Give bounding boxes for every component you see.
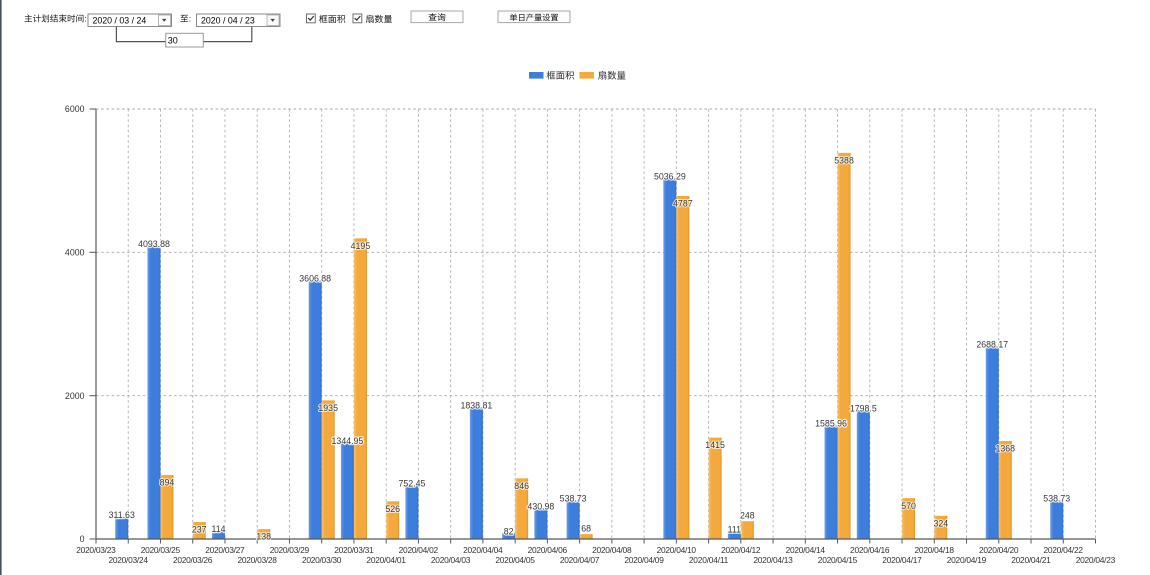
svg-text:894: 894 [160,478,175,488]
svg-text:2020/04/05: 2020/04/05 [495,555,535,565]
svg-text:1935: 1935 [318,403,338,413]
svg-text:3606.88: 3606.88 [299,274,331,284]
svg-text:2020/04/02: 2020/04/02 [399,545,439,555]
svg-text:2020/04/10: 2020/04/10 [657,545,697,555]
svg-text:2020/03/24: 2020/03/24 [108,555,148,565]
svg-text:2020/04/01: 2020/04/01 [366,555,406,565]
svg-text:237: 237 [192,525,207,535]
svg-text:4787: 4787 [673,199,693,209]
svg-text:2020/04/20: 2020/04/20 [979,545,1019,555]
svg-text:5388: 5388 [834,155,854,165]
svg-text:311.63: 311.63 [109,510,135,520]
svg-text:2020/04/09: 2020/04/09 [624,555,664,565]
svg-text:2020/03/25: 2020/03/25 [141,545,181,555]
svg-text:2020/03/23: 2020/03/23 [76,545,116,555]
svg-text:2020/04/21: 2020/04/21 [1011,555,1051,565]
svg-text:2020/04/19: 2020/04/19 [947,555,987,565]
svg-text:1798.5: 1798.5 [850,403,877,413]
svg-text:526: 526 [385,504,400,514]
svg-text::: : [84,14,86,24]
svg-text:2020/04/18: 2020/04/18 [915,545,955,555]
svg-text:2000: 2000 [65,391,85,401]
svg-text:30: 30 [168,36,178,46]
svg-text:2020/03/28: 2020/03/28 [237,555,277,565]
svg-text:2020/03/27: 2020/03/27 [205,545,245,555]
svg-text:4000: 4000 [65,247,85,257]
svg-text:2020/03/29: 2020/03/29 [270,545,310,555]
svg-text:6000: 6000 [65,104,85,114]
svg-text:4195: 4195 [351,241,371,251]
svg-text:1368: 1368 [995,444,1015,454]
svg-text:2020/03/31: 2020/03/31 [334,545,374,555]
svg-text:2020/04/11: 2020/04/11 [689,555,729,565]
svg-text:2020/04/14: 2020/04/14 [786,545,826,555]
svg-text:111: 111 [728,524,741,534]
svg-text:2020/03/26: 2020/03/26 [173,555,213,565]
svg-text:2020 / 04 / 23: 2020 / 04 / 23 [201,15,255,25]
svg-text:2020/04/07: 2020/04/07 [560,555,600,565]
svg-text:2020/04/23: 2020/04/23 [1076,555,1116,565]
svg-text:1415: 1415 [705,440,725,450]
svg-text:752.45: 752.45 [398,478,425,488]
svg-text:114: 114 [211,524,225,534]
svg-text:2020/04/08: 2020/04/08 [592,545,632,555]
svg-text:2020/04/17: 2020/04/17 [882,555,922,565]
svg-text:2020/04/13: 2020/04/13 [753,555,793,565]
svg-text:82: 82 [504,526,514,536]
svg-text:324: 324 [933,518,948,528]
svg-text:138: 138 [256,532,271,542]
svg-text:2020/04/16: 2020/04/16 [850,545,890,555]
svg-text:4093.88: 4093.88 [138,239,170,249]
svg-text:2020/04/06: 2020/04/06 [528,545,568,555]
svg-text:570: 570 [901,501,916,511]
svg-text::: : [189,14,191,24]
svg-text:1344.95: 1344.95 [332,436,364,446]
svg-text:1838.81: 1838.81 [460,400,492,410]
svg-text:2020/04/04: 2020/04/04 [463,545,503,555]
svg-text:2020 / 03 / 24: 2020 / 03 / 24 [93,15,147,25]
svg-text:2020/04/03: 2020/04/03 [431,555,471,565]
svg-text:2020/04/22: 2020/04/22 [1044,545,1084,555]
svg-text:538.73: 538.73 [1043,494,1070,504]
svg-text:846: 846 [514,481,529,491]
svg-text:2688.17: 2688.17 [976,340,1008,350]
svg-text:2020/04/15: 2020/04/15 [818,555,858,565]
svg-text:68: 68 [581,524,591,534]
svg-text:0: 0 [80,534,85,544]
svg-text:2020/03/30: 2020/03/30 [302,555,342,565]
svg-text:248: 248 [740,511,755,521]
svg-text:430.98: 430.98 [527,501,554,511]
svg-text:1585.96: 1585.96 [815,419,847,429]
svg-text:2020/04/12: 2020/04/12 [721,545,761,555]
svg-text:538.73: 538.73 [560,494,587,504]
svg-text:5036.29: 5036.29 [654,171,686,181]
